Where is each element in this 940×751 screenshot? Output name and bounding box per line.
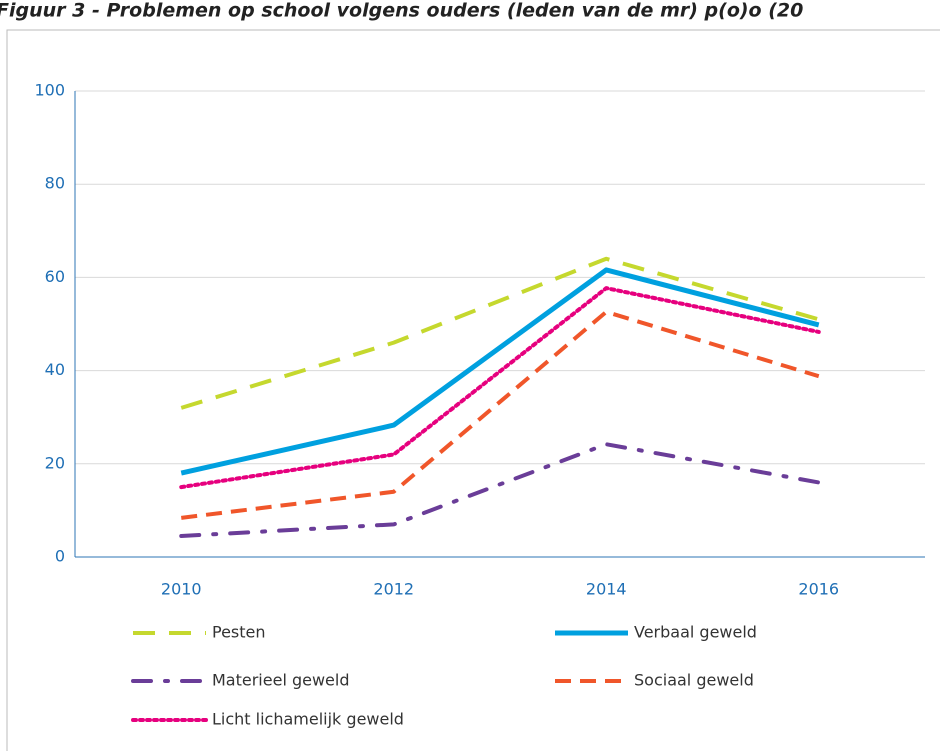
y-tick-label: 100 [34, 81, 65, 100]
y-tick-label: 40 [45, 360, 65, 379]
series-line [180, 267, 820, 476]
y-tick-label: 80 [45, 174, 65, 193]
legend-label: Pesten [212, 623, 266, 642]
chart-frame [6, 29, 940, 751]
series-line [179, 442, 821, 539]
x-tick-label: 2010 [161, 580, 202, 599]
series-line [180, 256, 820, 410]
legend-label: Materieel geweld [212, 671, 350, 690]
legend-label: Licht lichamelijk geweld [212, 710, 404, 729]
series-line [179, 286, 821, 490]
legend-label: Sociaal geweld [634, 671, 754, 690]
x-tick-label: 2012 [373, 580, 414, 599]
y-tick-label: 60 [45, 267, 65, 286]
y-tick-label: 20 [45, 453, 65, 472]
y-tick-label: 0 [55, 547, 65, 566]
chart-title: Figuur 3 - Problemen op school volgens o… [0, 0, 803, 22]
x-tick-label: 2014 [586, 580, 627, 599]
x-tick-label: 2016 [798, 580, 839, 599]
legend-label: Verbaal geweld [634, 623, 757, 642]
series-line [181, 309, 820, 520]
